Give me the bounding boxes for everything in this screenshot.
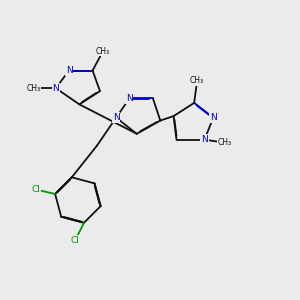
Text: N: N bbox=[52, 84, 59, 93]
Text: CH₃: CH₃ bbox=[27, 84, 41, 93]
Text: Cl: Cl bbox=[71, 236, 80, 245]
Text: N: N bbox=[113, 113, 119, 122]
Text: Cl: Cl bbox=[32, 185, 40, 194]
Text: N: N bbox=[126, 94, 133, 103]
Text: N: N bbox=[210, 113, 217, 122]
Text: CH₃: CH₃ bbox=[96, 47, 110, 56]
Text: N: N bbox=[201, 135, 208, 144]
Text: N: N bbox=[66, 66, 72, 75]
Text: CH₃: CH₃ bbox=[190, 76, 204, 85]
Text: CH₃: CH₃ bbox=[218, 138, 232, 147]
